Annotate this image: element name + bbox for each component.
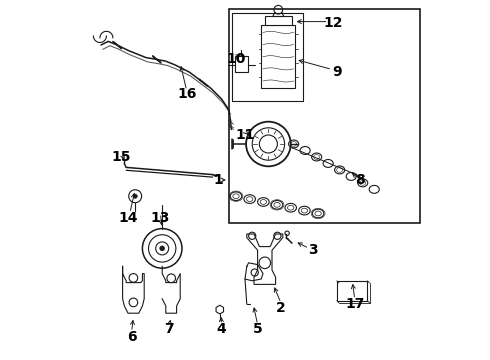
Bar bbox=[235, 56, 247, 72]
Text: 2: 2 bbox=[276, 301, 286, 315]
Text: 12: 12 bbox=[323, 17, 343, 30]
Circle shape bbox=[160, 246, 165, 251]
Bar bbox=[261, 25, 295, 88]
Text: 5: 5 bbox=[253, 323, 263, 336]
Text: 7: 7 bbox=[165, 323, 174, 336]
Text: 16: 16 bbox=[178, 87, 197, 100]
Text: 14: 14 bbox=[118, 211, 138, 225]
Text: 13: 13 bbox=[151, 211, 170, 225]
Text: 17: 17 bbox=[345, 297, 365, 311]
Text: 10: 10 bbox=[226, 53, 245, 66]
Circle shape bbox=[133, 194, 137, 198]
Text: 6: 6 bbox=[127, 330, 136, 343]
Text: 15: 15 bbox=[111, 150, 130, 163]
Text: 3: 3 bbox=[309, 243, 318, 257]
Text: 4: 4 bbox=[217, 323, 226, 336]
Text: 1: 1 bbox=[213, 173, 223, 187]
Bar bbox=[229, 9, 419, 223]
Text: 8: 8 bbox=[355, 173, 365, 187]
Text: 11: 11 bbox=[235, 128, 255, 142]
Bar bbox=[265, 16, 292, 25]
Bar bbox=[232, 13, 303, 101]
Bar bbox=[337, 281, 368, 301]
Text: 9: 9 bbox=[332, 65, 342, 79]
